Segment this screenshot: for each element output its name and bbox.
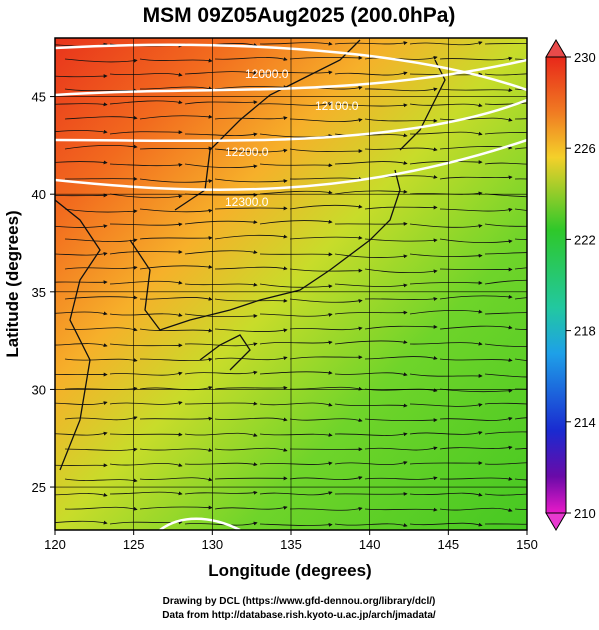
contour-label: 12200.0	[225, 145, 269, 159]
contour-label: 12100.0	[315, 99, 359, 113]
streamline	[485, 524, 557, 525]
colorbar-extend-bottom	[546, 513, 566, 530]
streamline	[215, 539, 287, 541]
x-tick-label: 130	[201, 537, 223, 552]
streamline	[485, 43, 557, 44]
title: MSM 09Z05Aug2025 (200.0hPa)	[143, 4, 456, 27]
x-axis-label: Longitude (degrees)	[208, 561, 371, 580]
streamline	[335, 224, 407, 225]
x-tick-label: 145	[437, 537, 459, 552]
x-tick-label: 135	[280, 537, 302, 552]
colorbar-extend-top	[546, 40, 566, 57]
streamline	[140, 148, 212, 149]
streamline	[110, 434, 182, 435]
footer-line: Data from http://database.rish.kyoto-u.a…	[162, 610, 436, 621]
streamline	[335, 494, 407, 495]
x-tick-label: 150	[516, 537, 538, 552]
colorbar-tick-label: 230	[574, 50, 596, 65]
y-tick-label: 30	[32, 382, 46, 397]
colorbar-tick-label: 222	[574, 232, 596, 247]
colorbar-tick-label: 218	[574, 324, 596, 339]
y-tick-label: 35	[32, 285, 46, 300]
footer-line: Drawing by DCL (https://www.gfd-dennou.o…	[163, 596, 436, 607]
colorbar-tick-label: 214	[574, 415, 596, 430]
y-tick-label: 40	[32, 187, 46, 202]
y-tick-label: 25	[32, 480, 46, 495]
y-tick-label: 45	[32, 90, 46, 105]
colorbar	[546, 57, 566, 513]
colorbar-tick-label: 210	[574, 506, 596, 521]
x-tick-label: 125	[123, 537, 145, 552]
x-tick-label: 120	[44, 537, 66, 552]
x-tick-label: 140	[359, 537, 381, 552]
y-axis-label: Latitude (degrees)	[3, 210, 22, 357]
colorbar-tick-label: 226	[574, 141, 596, 156]
contour-label: 12000.0	[245, 67, 289, 81]
contour-label: 12300.0	[225, 195, 269, 209]
